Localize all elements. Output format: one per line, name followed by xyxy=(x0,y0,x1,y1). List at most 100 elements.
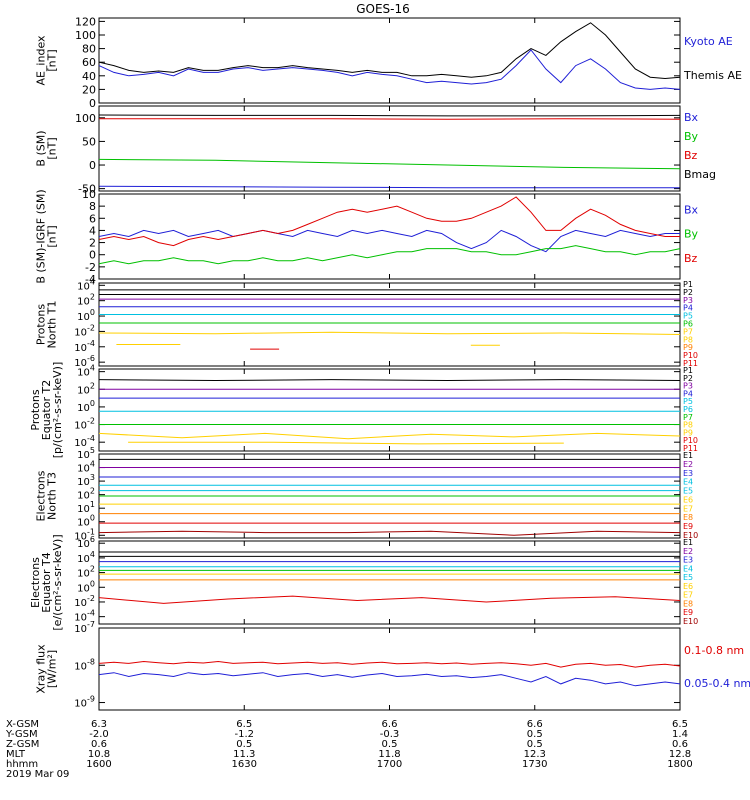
y-tick-label: 100 xyxy=(77,579,95,594)
y-axis-label: North T1 xyxy=(46,301,59,349)
x-axis-value: 6.5 xyxy=(672,719,688,730)
x-axis-value: 0.5 xyxy=(527,729,543,740)
legend-entry: P5 xyxy=(683,397,693,406)
y-tick-label: 100 xyxy=(77,514,95,529)
legend-entry: Bx xyxy=(684,203,699,216)
y-tick-label: 6 xyxy=(89,212,96,225)
legend-entry: E9 xyxy=(683,608,693,617)
panel-frame xyxy=(98,282,681,367)
y-tick-label: 100 xyxy=(77,308,95,323)
legend-entry: E10 xyxy=(683,531,698,540)
y-tick-label: 8 xyxy=(89,200,96,213)
panel-frame xyxy=(98,627,681,711)
y-tick-label: 50 xyxy=(82,135,96,148)
x-axis-row-label: MLT xyxy=(6,749,26,760)
panel-frame xyxy=(98,368,681,452)
y-tick-label: 102 xyxy=(77,565,95,580)
legend-entry: P8 xyxy=(683,335,693,344)
legend-entry: P5 xyxy=(683,312,693,321)
x-axis-value: 6.3 xyxy=(91,719,107,730)
legend-entry: E10 xyxy=(683,617,698,626)
series-p1 xyxy=(98,379,681,382)
series-by xyxy=(98,245,681,265)
y-tick-label: -4 xyxy=(85,273,96,286)
legend-entry: Bz xyxy=(684,252,698,265)
series-bmag xyxy=(98,114,681,117)
panel-2: -50 0 50 100 B (SM)[nT] Bx By Bz Bmag xyxy=(35,105,716,196)
legend-entry: Bz xyxy=(684,149,698,162)
y-tick-label: 10-9 xyxy=(74,695,95,710)
x-axis-row-label: Y-GSM xyxy=(5,729,38,740)
y-axis-label: B (SM) xyxy=(35,130,48,166)
x-axis-value: 1730 xyxy=(522,759,547,770)
legend-entry: E7 xyxy=(683,504,693,513)
y-tick-label: 4 xyxy=(89,224,96,237)
x-axis-value: 12.8 xyxy=(669,749,691,760)
x-axis-value: -1.2 xyxy=(234,729,254,740)
legend-entry: P7 xyxy=(683,413,693,422)
y-tick-label: 10-4 xyxy=(74,339,95,354)
legend-entry: P10 xyxy=(683,436,698,445)
y-axis-label: [p/(cm²-s-sr-keV)] xyxy=(51,362,64,459)
legend-entry: P6 xyxy=(683,320,693,329)
panel-8: 10-9 10-8 10-7 Xray flux[W/m²] 0.1-0.8 nm 0.0… xyxy=(35,620,750,711)
y-tick-label: 101 xyxy=(77,500,95,515)
y-axis-label: Electrons xyxy=(29,557,42,608)
y-tick-label: 2 xyxy=(89,237,96,250)
legend-entry: E5 xyxy=(683,487,693,496)
y-tick-label: 10-8 xyxy=(74,657,95,672)
y-axis-label: [nT] xyxy=(46,225,59,247)
y-tick-label: 0 xyxy=(89,159,96,172)
legend-entry: E4 xyxy=(683,564,693,573)
legend-entry: P1 xyxy=(683,280,693,289)
legend-entry: P11 xyxy=(683,444,698,453)
y-axis-label: Equator T4 xyxy=(40,552,53,612)
x-axis-value: 1700 xyxy=(377,759,402,770)
series-p8 xyxy=(98,432,681,440)
y-tick-label: 10-2 xyxy=(74,417,95,432)
legend-entry: 0.1-0.8 nm xyxy=(684,644,744,657)
y-tick-label: 106 xyxy=(77,535,95,550)
legend-entry: E2 xyxy=(683,547,693,556)
y-tick-label: 102 xyxy=(77,487,95,502)
legend-entry: E6 xyxy=(683,495,693,504)
x-axis-value: 0.5 xyxy=(382,739,398,750)
series-themis-ae xyxy=(98,22,681,80)
y-axis-label: [W/m²] xyxy=(46,650,59,688)
legend-entry: P4 xyxy=(683,389,693,398)
x-axis-value: 10.8 xyxy=(88,749,110,760)
legend-entry: E1 xyxy=(683,451,693,460)
x-axis-row-label: X-GSM xyxy=(6,719,39,730)
x-axis-value: 6.6 xyxy=(382,719,398,730)
y-axis-label: B (SM)-IGRF (SM) xyxy=(35,189,48,283)
y-tick-label: 10-4 xyxy=(74,434,95,449)
y-axis-label: [nT] xyxy=(46,49,59,71)
legend-entry: E3 xyxy=(683,556,693,565)
y-axis-label: Protons xyxy=(29,389,42,430)
y-axis-label: Protons xyxy=(35,304,48,345)
series-e8 xyxy=(98,595,681,604)
legend-entry: P10 xyxy=(683,351,698,360)
y-tick-label: 10-2 xyxy=(74,323,95,338)
legend-entry: P7 xyxy=(683,327,693,336)
y-tick-label: 100 xyxy=(75,29,96,42)
legend-entry: Themis AE xyxy=(683,69,742,82)
y-tick-label: 40 xyxy=(82,70,96,83)
legend-entry: P1 xyxy=(683,366,693,375)
x-axis-value: 1.4 xyxy=(672,729,688,740)
y-tick-label: 104 xyxy=(77,460,95,475)
series-p7 xyxy=(98,331,681,335)
y-tick-label: -2 xyxy=(85,261,96,274)
legend-entry: P9 xyxy=(683,343,693,352)
x-axis-value: 6.6 xyxy=(527,719,543,730)
legend-entry: E4 xyxy=(683,478,693,487)
x-axis-value: 0.5 xyxy=(236,739,252,750)
y-axis-label: Equator T2 xyxy=(40,380,53,440)
x-axis-table: X-GSM 6.3 6.5 6.6 6.6 6.5Y-GSM -2.0 -1.2 -0.3 0.5… xyxy=(5,719,693,780)
y-tick-label: 0 xyxy=(89,249,96,262)
y-tick-label: 80 xyxy=(82,43,96,56)
